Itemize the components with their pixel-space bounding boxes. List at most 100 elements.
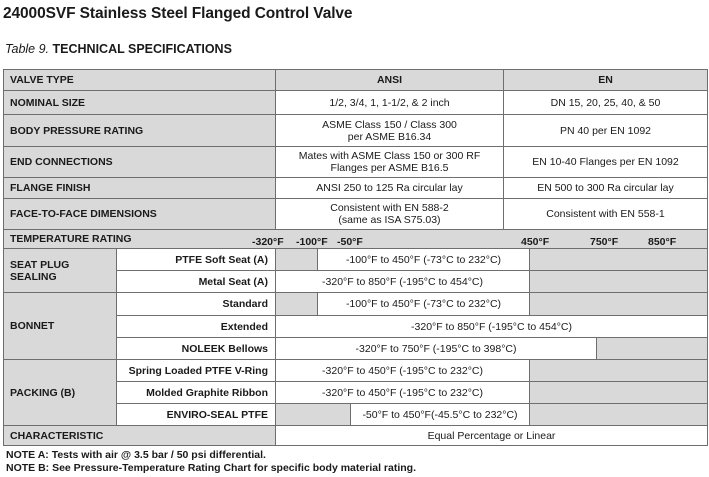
- row-label-nominal-size: NOMINAL SIZE: [4, 91, 276, 115]
- metal-seat-range-text: -320°F to 850°F (-195°C to 454°C): [322, 275, 483, 288]
- bonnet-extended-range-text: -320°F to 850°F (-195°C to 454°C): [411, 320, 572, 333]
- bonnet-standard-text: Standard: [222, 298, 268, 310]
- note-a: NOTE A: Tests with air @ 3.5 bar / 50 ps…: [6, 449, 266, 461]
- end-connections-label: END CONNECTIONS: [10, 156, 113, 168]
- graphite-ribbon-text: Molded Graphite Ribbon: [146, 386, 268, 399]
- ptfe-soft-seat-pad-left: [276, 249, 318, 271]
- row-label-body-pressure: BODY PRESSURE RATING: [4, 115, 276, 147]
- spring-ptfe-label: Spring Loaded PTFE V-Ring: [117, 360, 276, 382]
- enviro-seal-text: ENVIRO-SEAL PTFE: [166, 408, 268, 421]
- end-connections-en-text: EN 10-40 Flanges per EN 1092: [532, 156, 679, 168]
- bonnet-extended-range: -320°F to 850°F (-195°C to 454°C): [276, 316, 707, 338]
- enviro-seal-pad-left: [276, 404, 351, 426]
- face-to-face-ansi-line2: (same as ISA S75.03): [338, 214, 441, 226]
- metal-seat-text: Metal Seat (A): [198, 275, 268, 288]
- face-to-face-label: FACE-TO-FACE DIMENSIONS: [10, 208, 157, 220]
- nominal-size-label: NOMINAL SIZE: [10, 96, 86, 109]
- bonnet-standard-range: -100°F to 450°F (-73°C to 232°C): [318, 293, 530, 316]
- flange-finish-ansi-text: ANSI 250 to 125 Ra circular lay: [316, 182, 463, 194]
- nominal-size-en: DN 15, 20, 25, 40, & 50: [504, 91, 707, 115]
- body-pressure-ansi: ASME Class 150 / Class 300 per ASME B16.…: [276, 115, 504, 147]
- ptfe-soft-seat-pad-right: [530, 249, 707, 271]
- bonnet-extended-label: Extended: [117, 316, 276, 338]
- face-to-face-ansi-line1: Consistent with EN 588-2: [330, 202, 449, 214]
- body-pressure-ansi-line2: per ASME B16.34: [347, 130, 432, 143]
- spring-ptfe-range: -320°F to 450°F (-195°C to 232°C): [276, 360, 530, 382]
- bonnet-standard-pad-right: [530, 293, 707, 316]
- temperature-rating-row: TEMPERATURE RATING: [4, 230, 707, 249]
- characteristic-value: Equal Percentage or Linear: [276, 426, 707, 445]
- bonnet-standard-label: Standard: [117, 293, 276, 316]
- spring-ptfe-range-text: -320°F to 450°F (-195°C to 232°C): [322, 364, 483, 377]
- spec-table: [3, 69, 708, 446]
- spring-ptfe-text: Spring Loaded PTFE V-Ring: [128, 364, 268, 377]
- face-to-face-ansi: Consistent with EN 588-2 (same as ISA S7…: [276, 199, 504, 230]
- document-title: 24000SVF Stainless Steel Flanged Control…: [3, 5, 353, 22]
- body-pressure-label: BODY PRESSURE RATING: [10, 124, 144, 137]
- header-en: EN: [504, 70, 707, 91]
- temp-tick-450: 450°F: [521, 236, 550, 248]
- row-label-face-to-face: FACE-TO-FACE DIMENSIONS: [4, 199, 276, 230]
- noleek-bellows-label: NOLEEK Bellows: [117, 338, 276, 360]
- end-connections-ansi-line2: Flanges per ASME B16.5: [330, 162, 449, 174]
- temp-tick-minus-320: -320°F: [252, 236, 284, 248]
- end-connections-en: EN 10-40 Flanges per EN 1092: [504, 147, 707, 178]
- body-pressure-en: PN 40 per EN 1092: [504, 115, 707, 147]
- body-pressure-ansi-line1: ASME Class 150 / Class 300: [322, 118, 457, 131]
- bonnet-standard-range-text: -100°F to 450°F (-73°C to 232°C): [345, 298, 502, 310]
- enviro-seal-label: ENVIRO-SEAL PTFE: [117, 404, 276, 426]
- temp-tick-minus-100: -100°F: [296, 236, 328, 248]
- table-title: TECHNICAL SPECIFICATIONS: [52, 42, 232, 56]
- enviro-seal-pad-right: [530, 404, 707, 426]
- row-label-characteristic: CHARACTERISTIC: [4, 426, 276, 445]
- row-label-end-connections: END CONNECTIONS: [4, 147, 276, 178]
- characteristic-value-text: Equal Percentage or Linear: [427, 429, 556, 442]
- seat-plug-label-line1: SEAT PLUG: [10, 258, 70, 271]
- header-valve-type: VALVE TYPE: [4, 70, 276, 91]
- packing-label: PACKING (B): [10, 386, 76, 399]
- temp-tick-minus-50: -50°F: [337, 236, 363, 248]
- table-caption: Table 9. TECHNICAL SPECIFICATIONS: [5, 42, 232, 56]
- header-ansi: ANSI: [276, 70, 504, 91]
- noleek-bellows-text: NOLEEK Bellows: [181, 342, 268, 355]
- note-b: NOTE B: See Pressure-Temperature Rating …: [6, 462, 416, 474]
- row-label-flange-finish: FLANGE FINISH: [4, 178, 276, 199]
- nominal-size-ansi: 1/2, 3/4, 1, 1-1/2, & 2 inch: [276, 91, 504, 115]
- noleek-bellows-range-text: -320°F to 750°F (-195°C to 398°C): [355, 342, 517, 355]
- ptfe-soft-seat-range: -100°F to 450°F (-73°C to 232°C): [318, 249, 530, 271]
- header-en-text: EN: [598, 74, 613, 86]
- temp-tick-850: 850°F: [648, 236, 677, 248]
- temp-tick-750: 750°F: [590, 236, 619, 248]
- spring-ptfe-pad-right: [530, 360, 707, 382]
- enviro-seal-range-text: -50°F to 450°F(-45.5°C to 232°C): [362, 408, 518, 421]
- seat-plug-label-line2: SEALING: [10, 270, 57, 283]
- graphite-ribbon-range: -320°F to 450°F (-195°C to 232°C): [276, 382, 530, 404]
- face-to-face-en-text: Consistent with EN 558-1: [546, 208, 665, 220]
- nominal-size-ansi-text: 1/2, 3/4, 1, 1-1/2, & 2 inch: [329, 96, 450, 109]
- metal-seat-pad-right: [530, 271, 707, 293]
- flange-finish-label: FLANGE FINISH: [10, 182, 91, 194]
- row-label-bonnet: BONNET: [4, 293, 117, 360]
- flange-finish-en-text: EN 500 to 300 Ra circular lay: [537, 182, 674, 194]
- bonnet-label: BONNET: [10, 320, 55, 332]
- ptfe-soft-seat-label: PTFE Soft Seat (A): [117, 249, 276, 271]
- flange-finish-en: EN 500 to 300 Ra circular lay: [504, 178, 707, 199]
- nominal-size-en-text: DN 15, 20, 25, 40, & 50: [550, 96, 661, 109]
- graphite-ribbon-label: Molded Graphite Ribbon: [117, 382, 276, 404]
- noleek-bellows-range: -320°F to 750°F (-195°C to 398°C): [276, 338, 597, 360]
- end-connections-ansi: Mates with ASME Class 150 or 300 RF Flan…: [276, 147, 504, 178]
- metal-seat-label: Metal Seat (A): [117, 271, 276, 293]
- face-to-face-en: Consistent with EN 558-1: [504, 199, 707, 230]
- ptfe-soft-seat-text: PTFE Soft Seat (A): [175, 253, 268, 266]
- bonnet-extended-text: Extended: [220, 320, 268, 333]
- noleek-bellows-pad-right: [597, 338, 707, 360]
- table-number: Table 9.: [5, 42, 50, 56]
- row-label-seat-plug-sealing: SEAT PLUG SEALING: [4, 249, 117, 293]
- body-pressure-en-text: PN 40 per EN 1092: [559, 124, 652, 137]
- temperature-rating-label: TEMPERATURE RATING: [10, 233, 132, 245]
- header-ansi-text: ANSI: [376, 74, 403, 86]
- end-connections-ansi-line1: Mates with ASME Class 150 or 300 RF: [298, 150, 481, 162]
- ptfe-soft-seat-range-text: -100°F to 450°F (-73°C to 232°C): [345, 253, 502, 266]
- characteristic-label: CHARACTERISTIC: [10, 429, 104, 442]
- metal-seat-range: -320°F to 850°F (-195°C to 454°C): [276, 271, 530, 293]
